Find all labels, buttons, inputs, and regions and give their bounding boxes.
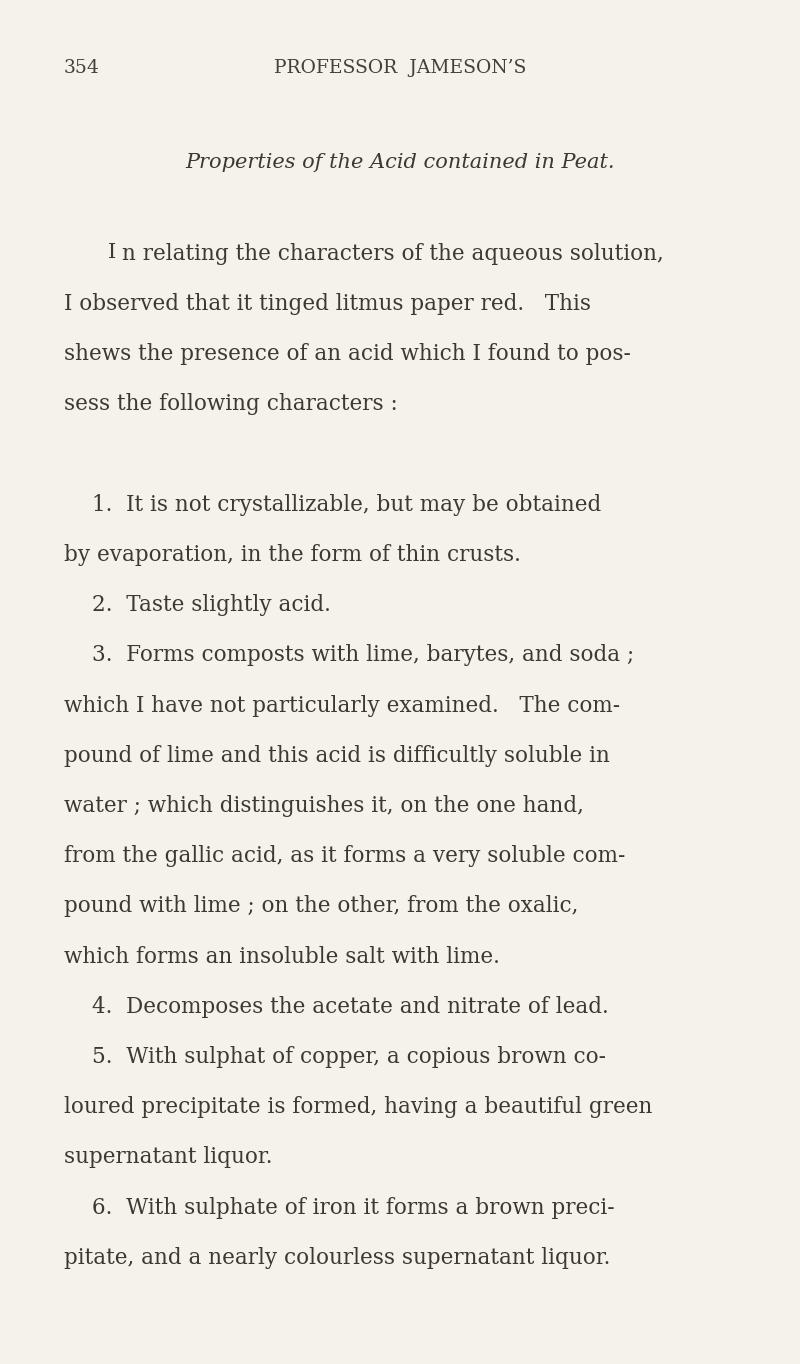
Text: 4.  Decomposes the acetate and nitrate of lead.: 4. Decomposes the acetate and nitrate of… <box>92 996 609 1018</box>
Text: 2.  Taste slightly acid.: 2. Taste slightly acid. <box>92 595 331 617</box>
Text: pound of lime and this acid is difficultly soluble in: pound of lime and this acid is difficult… <box>64 745 610 767</box>
Text: 354: 354 <box>64 59 100 76</box>
Text: water ; which distinguishes it, on the one hand,: water ; which distinguishes it, on the o… <box>64 795 584 817</box>
Text: shews the presence of an acid which I found to pos-: shews the presence of an acid which I fo… <box>64 344 631 366</box>
Text: loured precipitate is formed, having a beautiful green: loured precipitate is formed, having a b… <box>64 1097 652 1118</box>
Text: 1.  It is not crystallizable, but may be obtained: 1. It is not crystallizable, but may be … <box>92 494 602 516</box>
Text: which forms an insoluble salt with lime.: which forms an insoluble salt with lime. <box>64 945 500 967</box>
Text: supernatant liquor.: supernatant liquor. <box>64 1146 273 1169</box>
Text: from the gallic acid, as it forms a very soluble com-: from the gallic acid, as it forms a very… <box>64 846 626 868</box>
Text: 3.  Forms composts with lime, barytes, and soda ;: 3. Forms composts with lime, barytes, an… <box>92 644 634 667</box>
Text: sess the following characters :: sess the following characters : <box>64 393 398 416</box>
Text: which I have not particularly examined.   The com-: which I have not particularly examined. … <box>64 694 620 716</box>
Text: PROFESSOR  JAMESON’S: PROFESSOR JAMESON’S <box>274 59 526 76</box>
Text: pound with lime ; on the other, from the oxalic,: pound with lime ; on the other, from the… <box>64 895 578 918</box>
Text: by evaporation, in the form of thin crusts.: by evaporation, in the form of thin crus… <box>64 544 521 566</box>
Text: I: I <box>108 243 116 262</box>
Text: Properties of the Acid contained in Peat.: Properties of the Acid contained in Peat… <box>186 153 614 172</box>
Text: I observed that it tinged litmus paper red.   This: I observed that it tinged litmus paper r… <box>64 293 591 315</box>
Text: n relating the characters of the aqueous solution,: n relating the characters of the aqueous… <box>122 243 663 265</box>
Text: 5.  With sulphat of copper, a copious brown co-: 5. With sulphat of copper, a copious bro… <box>92 1046 606 1068</box>
Text: 6.  With sulphate of iron it forms a brown preci-: 6. With sulphate of iron it forms a brow… <box>92 1196 614 1218</box>
Text: pitate, and a nearly colourless supernatant liquor.: pitate, and a nearly colourless supernat… <box>64 1247 610 1269</box>
